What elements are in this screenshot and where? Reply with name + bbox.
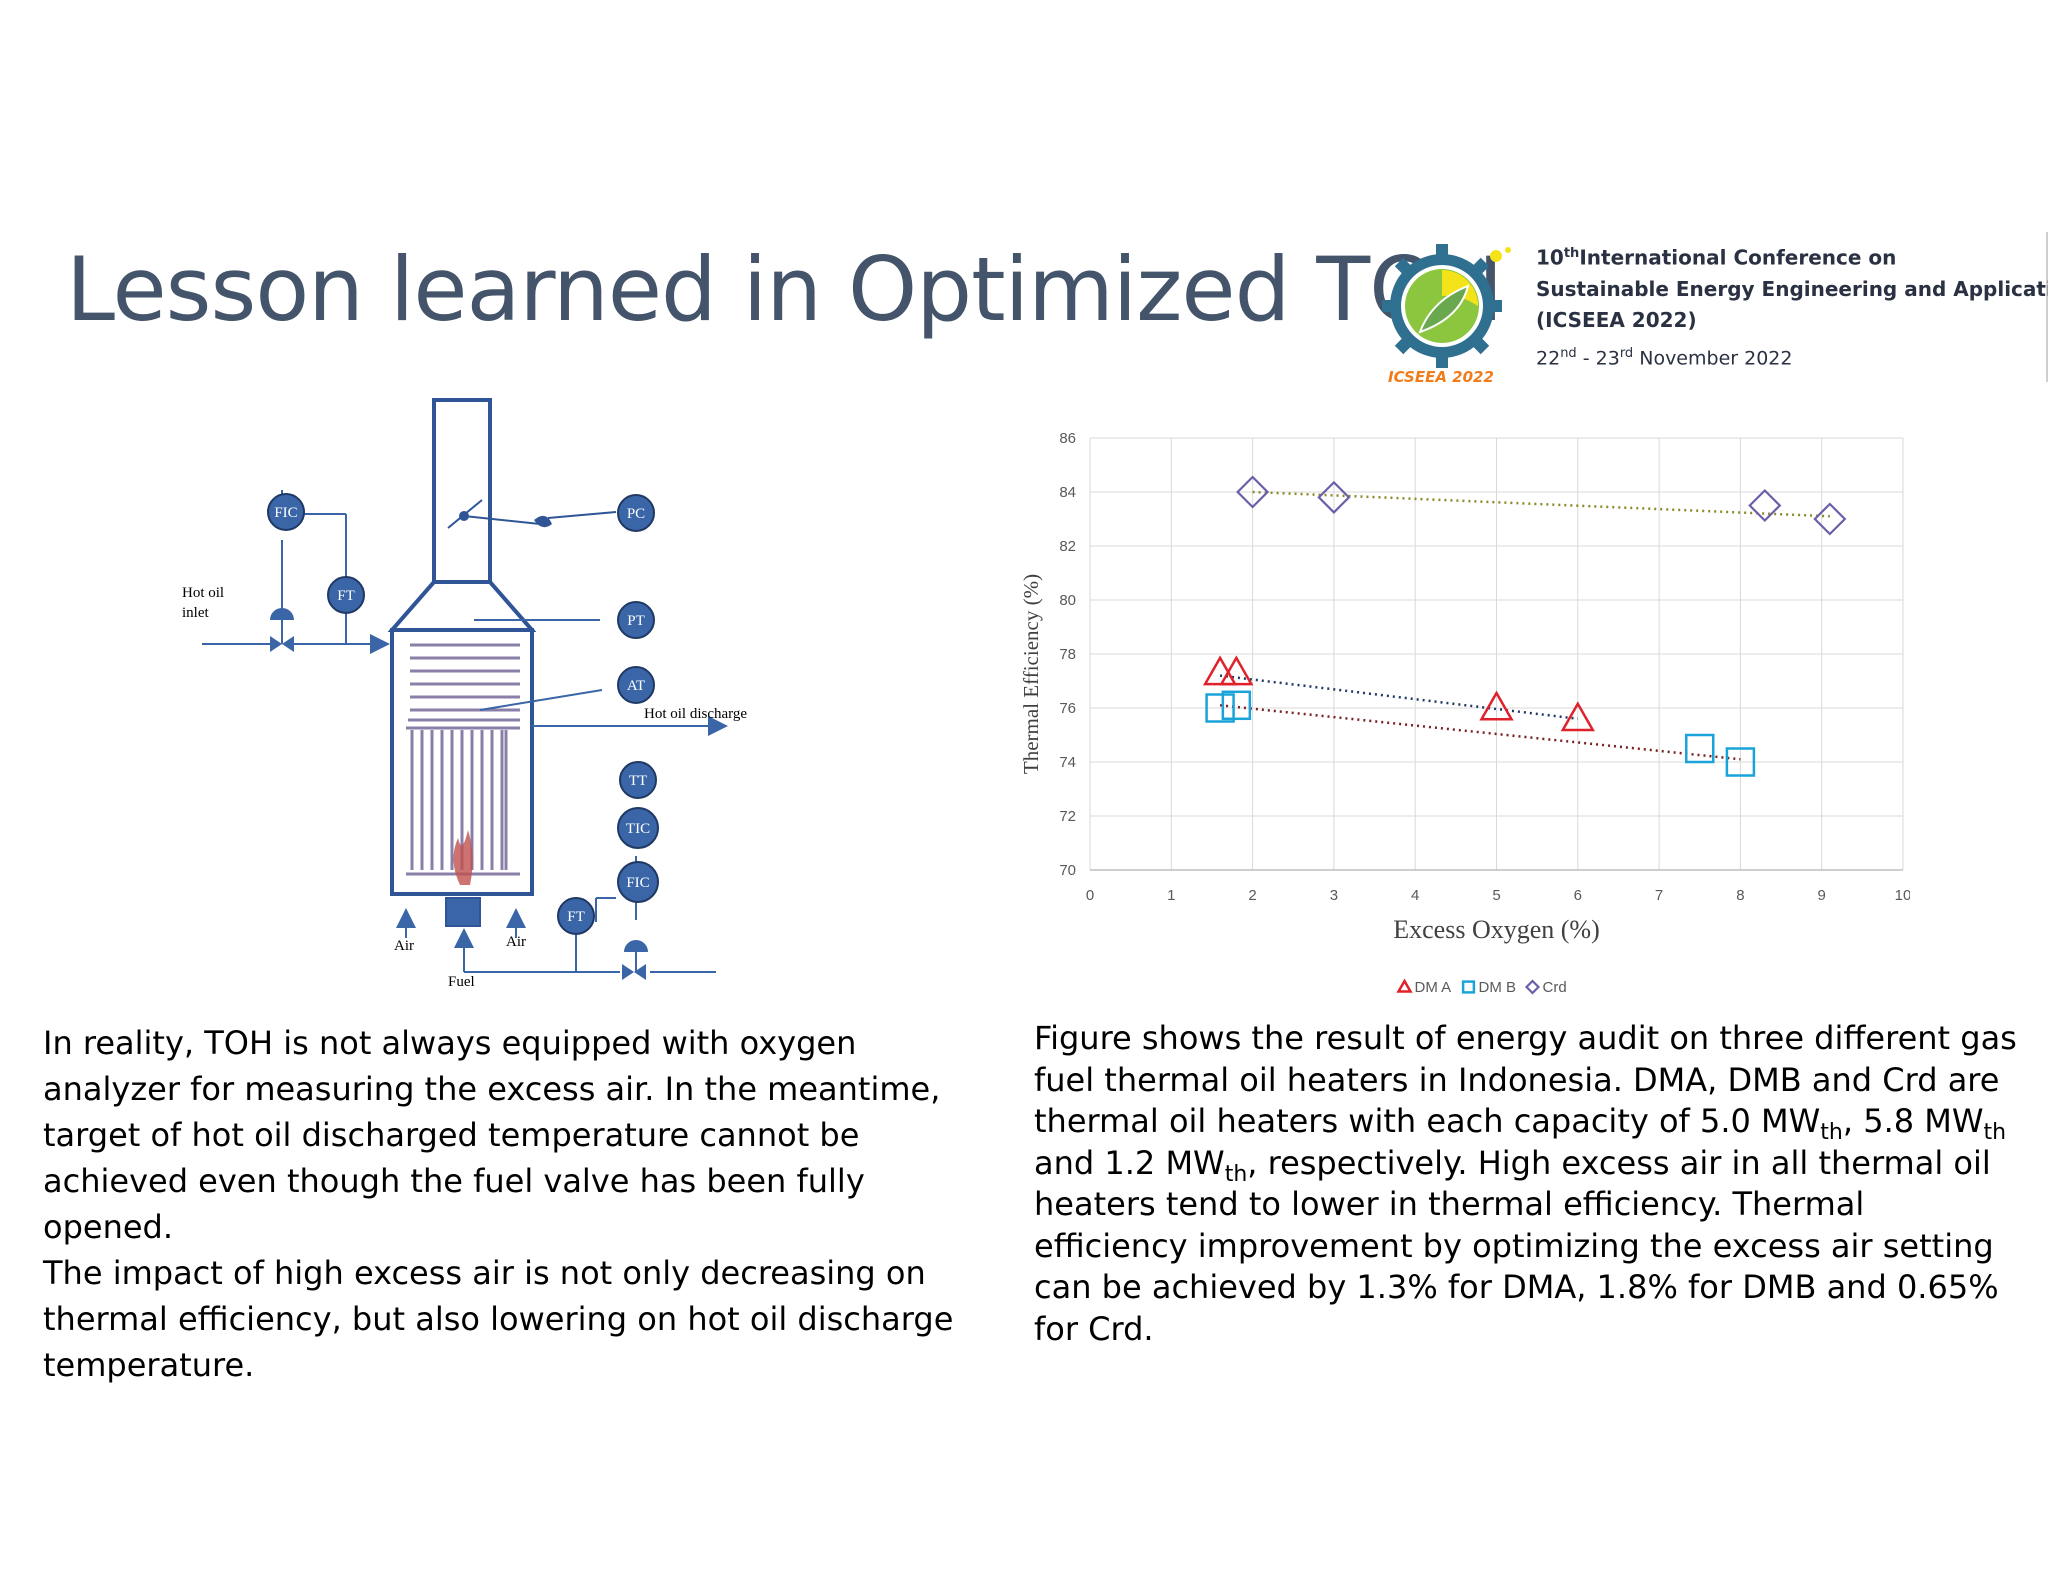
- conference-date: 22nd - 23rd November 2022: [1536, 345, 1793, 369]
- x-tick-label: 8: [1736, 887, 1744, 904]
- slide-title: Lesson learned in Optimized TOH: [66, 238, 1504, 341]
- data-point-dm-b: [1725, 747, 1756, 777]
- x-tick-label: 2: [1248, 887, 1256, 904]
- conference-line-2: Sustainable Energy Engineering and Appli…: [1536, 276, 2048, 301]
- ft-bottom-bubble: [557, 897, 595, 935]
- fic-bottom-label: FIC: [626, 875, 649, 891]
- conference-line-1: 10thInternational Conference on: [1536, 245, 1897, 270]
- data-point-dm-a: [1560, 701, 1595, 732]
- data-point-dm-b: [1685, 733, 1715, 764]
- trendline-dm-a: [1219, 674, 1578, 721]
- left-paragraph: In reality, TOH is not always equipped w…: [43, 1020, 993, 1388]
- x-tick-label: 1: [1167, 887, 1175, 904]
- x-axis-label: Excess Oxygen (%): [1393, 915, 1600, 944]
- icseea-logo: ICSEEA 2022: [1382, 244, 1511, 384]
- data-point-crd: [1748, 488, 1782, 523]
- tic-label: TIC: [626, 821, 650, 837]
- y-tick-label: 70: [1059, 862, 1076, 879]
- conference-line-3: (ICSEEA 2022): [1536, 307, 1697, 332]
- data-point-dm-b: [1205, 693, 1235, 723]
- data-point-dm-a: [1479, 690, 1514, 721]
- legend-marker-crd: [1524, 979, 1541, 995]
- y-tick-label: 78: [1059, 646, 1076, 663]
- pt-bubble: [617, 601, 655, 639]
- x-tick-label: 0: [1086, 887, 1094, 904]
- data-point-dm-b: [1221, 690, 1252, 721]
- ft-top-label: FT: [337, 588, 355, 604]
- y-axis-label: Thermal Efficiency (%): [1019, 574, 1043, 774]
- hot-oil-discharge-label: Hot oil discharge: [644, 706, 747, 722]
- pc-label: PC: [627, 506, 645, 522]
- trendline-dm-b: [1219, 704, 1741, 761]
- x-tick-label: 7: [1655, 887, 1663, 904]
- conference-divider: [2046, 232, 2048, 382]
- y-tick-label: 76: [1059, 700, 1076, 717]
- fic-bottom-bubble: [617, 861, 659, 903]
- legend-marker-dm-b: [1461, 980, 1476, 994]
- fic-top-label: FIC: [274, 505, 297, 521]
- x-tick-label: 10: [1895, 887, 1910, 904]
- tt-bubble: [619, 761, 657, 799]
- y-tick-label: 82: [1059, 538, 1076, 555]
- logo-text: ICSEEA 2022: [1388, 368, 1494, 384]
- pt-label: PT: [627, 613, 645, 629]
- legend-label: Crd: [1543, 979, 1567, 996]
- x-tick-label: 3: [1330, 887, 1338, 904]
- ft-bottom-label: FT: [567, 909, 585, 925]
- y-tick-label: 80: [1059, 592, 1076, 609]
- at-label: AT: [627, 678, 645, 694]
- y-tick-label: 84: [1059, 484, 1076, 501]
- tic-bubble: [617, 807, 659, 849]
- legend-label: DM B: [1479, 979, 1517, 996]
- left-paragraph-1: In reality, TOH is not always equipped w…: [43, 1024, 941, 1246]
- hot-oil-inlet-label: Hot oil: [182, 585, 224, 601]
- x-tick-label: 6: [1574, 887, 1582, 904]
- tt-label: TT: [629, 773, 647, 789]
- data-point-crd: [1236, 475, 1270, 509]
- trendline-crd: [1252, 490, 1830, 518]
- y-tick-label: 74: [1059, 754, 1076, 771]
- air-left-label: Air: [394, 938, 414, 954]
- x-tick-label: 5: [1492, 887, 1500, 904]
- data-point-dm-a: [1202, 655, 1238, 686]
- y-tick-label: 72: [1059, 808, 1076, 825]
- left-paragraph-2: The impact of high excess air is not onl…: [43, 1254, 954, 1384]
- pc-bubble: [617, 494, 655, 532]
- legend-marker-dm-a: [1396, 978, 1413, 993]
- legend-label: DM A: [1415, 979, 1452, 996]
- toh-process-diagram: FIC FT PC PT AT TT TIC FIC FT Hot oil in…: [182, 398, 747, 990]
- data-point-crd: [1317, 480, 1351, 514]
- ft-top-bubble: [327, 576, 365, 614]
- at-bubble: [617, 666, 655, 704]
- conference-header: ICSEEA 2022 10thInternational Conference…: [1376, 224, 2048, 389]
- data-point-crd: [1813, 502, 1847, 536]
- x-tick-label: 9: [1818, 887, 1826, 904]
- fuel-label: Fuel: [448, 974, 475, 990]
- right-paragraph: Figure shows the result of energy audit …: [1034, 1019, 2017, 1348]
- data-point-dm-a: [1219, 655, 1254, 686]
- y-tick-label: 86: [1059, 430, 1076, 447]
- x-tick-label: 4: [1411, 887, 1419, 904]
- fic-top-bubble: [267, 493, 305, 531]
- air-right-label: Air: [506, 934, 526, 950]
- hot-oil-inlet-label-2: inlet: [182, 605, 209, 621]
